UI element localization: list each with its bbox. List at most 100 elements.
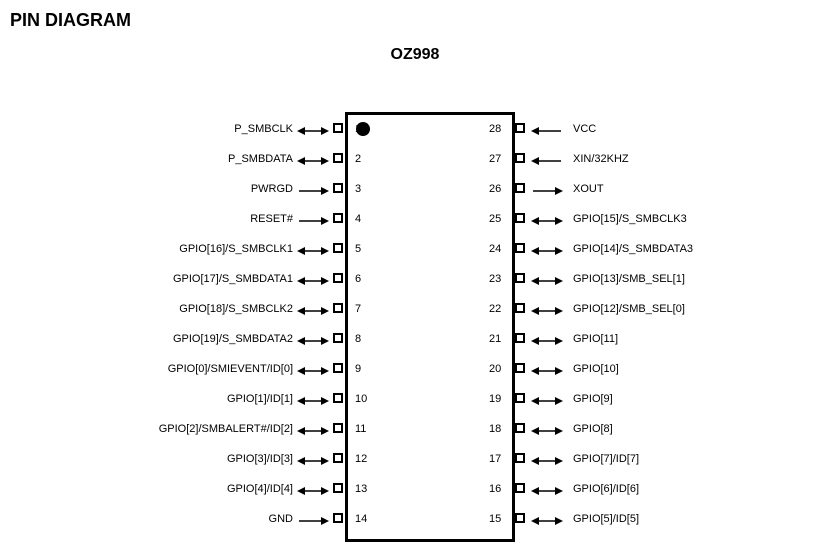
pin-diagram: 1P_SMBCLK2P_SMBDATA3PWRGD4RESET#5GPIO[16… [10,72,820,552]
direction-arrow [531,364,563,378]
pin-stub [333,243,343,253]
direction-arrow [297,484,329,498]
direction-arrow [531,454,563,468]
pin-number: 18 [489,423,501,435]
pin-stub [515,423,525,433]
pin-label: GPIO[15]/S_SMBCLK3 [573,213,687,225]
pin-label: P_SMBCLK [234,123,293,135]
pin-label: GPIO[1]/ID[1] [227,393,293,405]
direction-arrow [531,304,563,318]
pin-stub [515,243,525,253]
pin-label: GPIO[16]/S_SMBCLK1 [179,243,293,255]
direction-arrow [297,244,329,258]
chip-body [345,112,515,542]
pin-number: 24 [489,243,501,255]
chip-name: OZ998 [10,46,820,64]
pin-label: GPIO[9] [573,393,613,405]
direction-arrow [297,334,329,348]
pin-label: GPIO[19]/S_SMBDATA2 [173,333,293,345]
direction-arrow [297,154,329,168]
pin-number: 3 [355,183,361,195]
pin-stub [515,363,525,373]
pin-stub [333,273,343,283]
pin-stub [333,183,343,193]
pin-stub [333,453,343,463]
pin-number: 4 [355,213,361,225]
pin-stub [515,333,525,343]
direction-arrow [531,244,563,258]
pin-stub [333,153,343,163]
pin-number: 11 [355,423,366,435]
pin-stub [515,213,525,223]
pin-label: GPIO[10] [573,363,619,375]
pin-label: GPIO[12]/SMB_SEL[0] [573,303,685,315]
pin-stub [333,303,343,313]
pin-number: 2 [355,153,361,165]
pin-label: P_SMBDATA [228,153,293,165]
pin-label: GPIO[6]/ID[6] [573,483,639,495]
pin-number: 26 [489,183,501,195]
pin-number: 15 [489,513,501,525]
pin-label: XIN/32KHZ [573,153,629,165]
pin-label: GPIO[3]/ID[3] [227,453,293,465]
pin-label: GPIO[13]/SMB_SEL[1] [573,273,685,285]
pin-stub [333,333,343,343]
direction-arrow [531,154,563,168]
pin-number: 23 [489,273,501,285]
pin-label: GPIO[5]/ID[5] [573,513,639,525]
pin-label: VCC [573,123,596,135]
pin-number: 9 [355,363,361,375]
direction-arrow [297,394,329,408]
direction-arrow [531,424,563,438]
pin-number: 28 [489,123,501,135]
direction-arrow [531,514,563,528]
direction-arrow [531,274,563,288]
pin-number: 22 [489,303,501,315]
pin-number: 21 [489,333,501,345]
pin-label: GPIO[17]/S_SMBDATA1 [173,273,293,285]
pin-stub [515,153,525,163]
pin-stub [333,513,343,523]
pin-number: 27 [489,153,501,165]
pin-number: 13 [355,483,367,495]
pin-number: 12 [355,453,367,465]
direction-arrow [297,184,329,198]
pin-label: XOUT [573,183,604,195]
pin-label: GPIO[8] [573,423,613,435]
pin-stub [515,393,525,403]
pin-label: GPIO[7]/ID[7] [573,453,639,465]
pin-label: GPIO[4]/ID[4] [227,483,293,495]
pin-number: 17 [489,453,501,465]
pin-label: GPIO[14]/S_SMBDATA3 [573,243,693,255]
pin-number: 20 [489,363,501,375]
pin-stub [515,513,525,523]
pin-label: GPIO[0]/SMIEVENT/ID[0] [168,363,293,375]
pin-number: 6 [355,273,361,285]
pin-number: 14 [355,513,367,525]
direction-arrow [531,394,563,408]
pin-number: 8 [355,333,361,345]
pin-stub [333,483,343,493]
pin-label: GPIO[11] [573,333,618,345]
pin-label: GND [269,513,293,525]
direction-arrow [531,484,563,498]
pin-number: 1 [355,123,361,135]
direction-arrow [297,304,329,318]
direction-arrow [297,124,329,138]
pin-number: 25 [489,213,501,225]
direction-arrow [297,214,329,228]
pin-stub [515,183,525,193]
pin-stub [333,213,343,223]
pin-number: 16 [489,483,501,495]
direction-arrow [297,364,329,378]
pin-label: GPIO[18]/S_SMBCLK2 [179,303,293,315]
pin-stub [515,483,525,493]
pin-label: GPIO[2]/SMBALERT#/ID[2] [159,423,293,435]
pin-stub [333,393,343,403]
pin-stub [515,303,525,313]
direction-arrow [297,424,329,438]
direction-arrow [531,124,563,138]
pin-label: PWRGD [251,183,293,195]
pin-stub [515,273,525,283]
pin-stub [333,123,343,133]
